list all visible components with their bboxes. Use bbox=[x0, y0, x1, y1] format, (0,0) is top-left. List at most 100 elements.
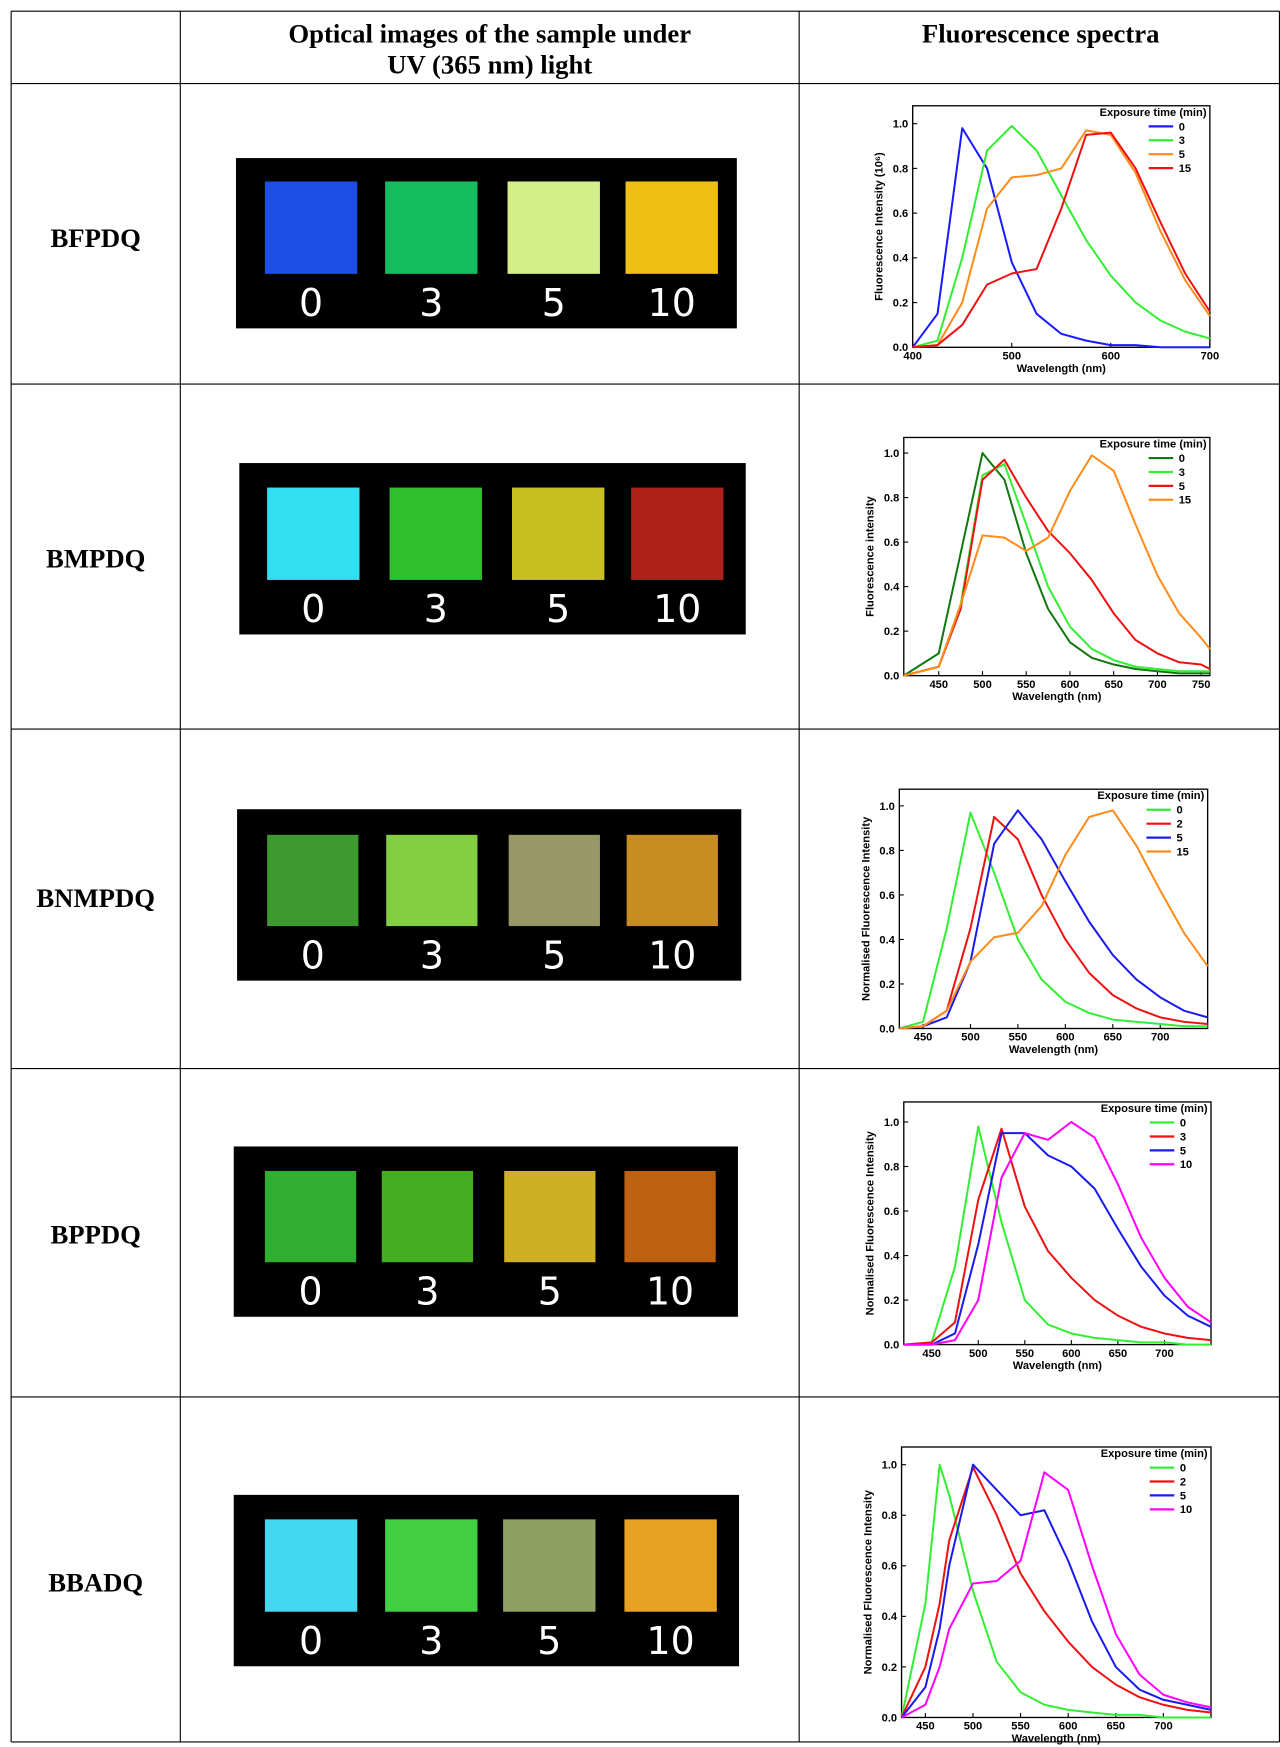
swatch-label: 10 bbox=[647, 1619, 695, 1663]
y-tick-label: 0.0 bbox=[884, 1339, 899, 1351]
legend-title: Exposure time (min) bbox=[1101, 1103, 1208, 1115]
swatch-label: 3 bbox=[424, 587, 448, 631]
legend-title: Exposure time (min) bbox=[1101, 1448, 1208, 1460]
y-tick-label: 1.0 bbox=[884, 448, 899, 460]
y-tick-label: 0.8 bbox=[879, 845, 894, 857]
y-tick-label: 0.8 bbox=[893, 163, 908, 175]
swatch-label: 10 bbox=[646, 1270, 694, 1314]
plot-frame bbox=[903, 436, 1211, 677]
table-grid bbox=[10, 10, 1280, 1743]
sample-swatch bbox=[626, 834, 718, 927]
swatch-label: 0 bbox=[299, 281, 323, 325]
x-tick-label: 600 bbox=[1061, 679, 1080, 691]
x-tick-label: 650 bbox=[1104, 1032, 1123, 1044]
sample-swatch bbox=[631, 487, 724, 580]
spectrum-line bbox=[899, 811, 1208, 1030]
sample-swatch bbox=[624, 1519, 717, 1612]
y-tick-label: 0.2 bbox=[879, 979, 894, 991]
swatch-label: 3 bbox=[420, 933, 444, 977]
x-tick-label: 500 bbox=[1002, 351, 1021, 363]
legend-label: 10 bbox=[1180, 1159, 1192, 1171]
y-tick-label: 0.4 bbox=[893, 253, 909, 265]
sample-swatch bbox=[503, 1519, 596, 1612]
swatch-label: 3 bbox=[419, 1619, 443, 1663]
plot-frame bbox=[912, 105, 1211, 348]
swatch-label: 0 bbox=[299, 1270, 323, 1314]
spectrum-line bbox=[903, 452, 1210, 677]
x-tick-label: 700 bbox=[1155, 1348, 1174, 1360]
y-tick-label: 0.8 bbox=[884, 492, 899, 504]
x-tick-label: 500 bbox=[973, 679, 992, 691]
y-tick-label: 0.2 bbox=[882, 1662, 897, 1674]
legend-label: 10 bbox=[1180, 1504, 1192, 1516]
spectrum-line bbox=[900, 1463, 1211, 1719]
y-axis-label: Normalised Fluorescence Intensity bbox=[860, 816, 872, 1001]
legend-label: 15 bbox=[1176, 846, 1188, 858]
y-tick-label: 0.6 bbox=[882, 1561, 897, 1573]
sample-swatch bbox=[625, 181, 718, 274]
spectrum-line bbox=[903, 463, 1210, 677]
y-tick-label: 0.4 bbox=[879, 934, 895, 946]
spectrum-line bbox=[911, 127, 1210, 349]
spectrum-line bbox=[912, 129, 1211, 349]
sample-swatch bbox=[264, 1170, 357, 1263]
sample-swatch bbox=[385, 181, 478, 274]
x-tick-label: 450 bbox=[929, 679, 948, 691]
x-tick-label: 600 bbox=[1062, 1348, 1081, 1360]
y-axis-label: Fluorescence Intensity (10⁶) bbox=[874, 152, 886, 301]
swatch-label: 0 bbox=[301, 933, 325, 977]
sample-swatch bbox=[507, 181, 600, 274]
x-tick-label: 450 bbox=[916, 1721, 935, 1733]
swatch-label: 10 bbox=[653, 587, 701, 631]
row-label: BPPDQ bbox=[50, 1219, 141, 1249]
x-tick-label: 500 bbox=[969, 1348, 988, 1360]
swatch-label: 5 bbox=[538, 1270, 562, 1314]
spectrum-line bbox=[903, 1120, 1212, 1346]
swatch-label: 0 bbox=[301, 587, 325, 631]
x-axis-label: Wavelength (nm) bbox=[1013, 1360, 1103, 1372]
x-tick-label: 450 bbox=[922, 1348, 941, 1360]
y-tick-label: 0.2 bbox=[884, 1295, 899, 1307]
spectrum-line bbox=[901, 1471, 1212, 1719]
x-axis-label: Wavelength (nm) bbox=[1017, 363, 1107, 375]
sample-swatch bbox=[512, 487, 605, 580]
y-tick-label: 0.0 bbox=[884, 671, 899, 683]
swatch-label: 5 bbox=[537, 1619, 561, 1663]
x-tick-label: 650 bbox=[1104, 679, 1123, 691]
x-tick-label: 700 bbox=[1151, 1032, 1170, 1044]
legend-label: 2 bbox=[1180, 1476, 1186, 1488]
y-tick-label: 0.6 bbox=[879, 890, 894, 902]
x-tick-label: 700 bbox=[1148, 679, 1167, 691]
legend-label: 15 bbox=[1179, 495, 1191, 507]
swatch-label: 5 bbox=[542, 933, 566, 977]
spectrum-line bbox=[912, 124, 1211, 349]
y-tick-label: 0.0 bbox=[882, 1712, 897, 1724]
sample-swatch bbox=[624, 1170, 716, 1263]
legend-title: Exposure time (min) bbox=[1100, 107, 1207, 119]
y-tick-label: 0.0 bbox=[893, 342, 908, 354]
swatch-label: 0 bbox=[299, 1619, 323, 1663]
y-tick-label: 0.4 bbox=[882, 1611, 898, 1623]
header-spectra: Fluorescence spectra bbox=[922, 18, 1160, 48]
x-tick-label: 600 bbox=[1056, 1032, 1075, 1044]
swatch-label: 3 bbox=[415, 1270, 439, 1314]
x-tick-label: 700 bbox=[1201, 351, 1220, 363]
sample-swatch bbox=[264, 1519, 358, 1612]
row-label: BNMPDQ bbox=[36, 883, 155, 913]
spectrum-line bbox=[903, 1127, 1212, 1346]
sample-swatch bbox=[385, 1519, 478, 1612]
x-tick-label: 450 bbox=[914, 1032, 933, 1044]
legend-label: 3 bbox=[1179, 135, 1185, 147]
y-tick-label: 1.0 bbox=[882, 1460, 897, 1472]
swatch-label: 5 bbox=[546, 587, 570, 631]
legend-label: 3 bbox=[1180, 1131, 1186, 1143]
sample-swatch bbox=[389, 487, 482, 580]
sample-swatch bbox=[508, 834, 600, 927]
legend-label: 5 bbox=[1179, 149, 1185, 161]
sample-swatch bbox=[504, 1170, 596, 1263]
x-tick-label: 400 bbox=[903, 351, 922, 363]
x-tick-label: 550 bbox=[1016, 1348, 1035, 1360]
x-tick-label: 650 bbox=[1107, 1721, 1126, 1733]
y-tick-label: 1.0 bbox=[879, 801, 894, 813]
